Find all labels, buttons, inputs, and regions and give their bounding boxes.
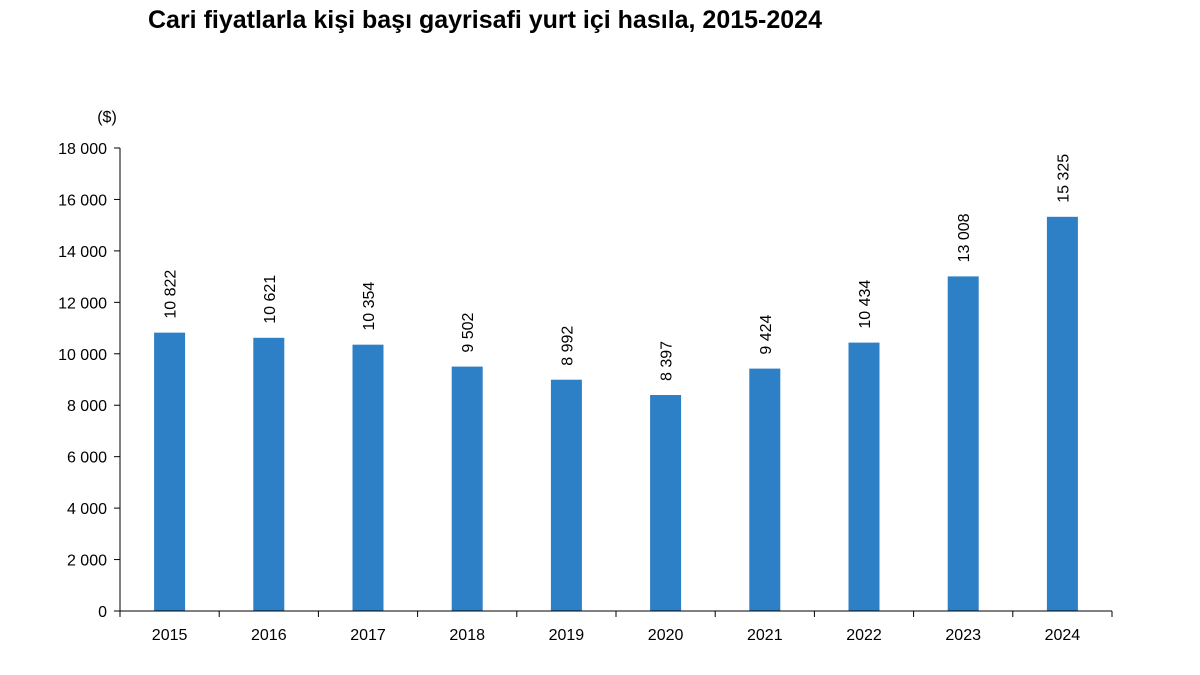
y-tick-label: 8 000 xyxy=(67,398,107,415)
value-label-2019: 8 992 xyxy=(559,326,576,366)
chart-title: Cari fiyatlarla kişi başı gayrisafi yurt… xyxy=(148,6,822,34)
x-tick-label: 2022 xyxy=(846,627,882,644)
value-label-2015: 10 822 xyxy=(163,270,180,319)
bar-2021 xyxy=(749,368,781,611)
value-label-2023: 13 008 xyxy=(956,213,973,262)
y-unit-label: ($) xyxy=(97,109,117,126)
value-label-2024: 15 325 xyxy=(1055,154,1072,203)
x-tick-label: 2015 xyxy=(152,627,188,644)
bar-2024 xyxy=(1046,216,1078,611)
x-tick-label: 2016 xyxy=(251,627,287,644)
x-tick-label: 2023 xyxy=(945,627,981,644)
bar-2019 xyxy=(550,379,582,611)
value-label-2021: 9 424 xyxy=(758,314,775,354)
bar-2023 xyxy=(947,276,979,611)
x-tick-label: 2017 xyxy=(350,627,386,644)
y-tick-label: 4 000 xyxy=(67,501,107,518)
bar-2015 xyxy=(154,332,186,611)
y-tick-label: 10 000 xyxy=(58,347,107,364)
value-label-2022: 10 434 xyxy=(857,280,874,329)
x-tick-label: 2020 xyxy=(648,627,684,644)
y-tick-label: 18 000 xyxy=(58,141,107,158)
y-tick-label: 12 000 xyxy=(58,295,107,312)
y-tick-label: 2 000 xyxy=(67,553,107,570)
value-label-2016: 10 621 xyxy=(262,275,279,324)
bar-2018 xyxy=(451,366,483,611)
y-tick-label: 14 000 xyxy=(58,244,107,261)
y-tick-label: 0 xyxy=(98,604,107,621)
value-label-2020: 8 397 xyxy=(659,341,676,381)
x-tick-label: 2018 xyxy=(449,627,485,644)
bar-2020 xyxy=(650,395,682,611)
value-label-2017: 10 354 xyxy=(361,282,378,331)
bar-2022 xyxy=(848,342,880,611)
bars xyxy=(154,216,1078,611)
axes xyxy=(119,148,1112,617)
x-tick-label: 2019 xyxy=(549,627,585,644)
value-labels: 10 822 10 621 10 354 9 502 8 992 8 397 9 424 10… xyxy=(163,154,1073,381)
value-label-2018: 9 502 xyxy=(460,312,477,352)
y-tick-label: 16 000 xyxy=(58,192,107,209)
x-tick-label: 2024 xyxy=(1045,627,1081,644)
y-tick-label: 6 000 xyxy=(67,450,107,467)
y-axis-ticks: 0 2 000 4 000 6 000 8 000 10 000 12 000 14 000 1… xyxy=(58,141,120,621)
x-tick-label: 2021 xyxy=(747,627,783,644)
x-axis-labels: 2015 2016 2017 2018 2019 2020 2021 2022 2023 2024 xyxy=(152,611,1113,644)
bar-2017 xyxy=(352,344,384,611)
bar-2016 xyxy=(253,337,285,611)
